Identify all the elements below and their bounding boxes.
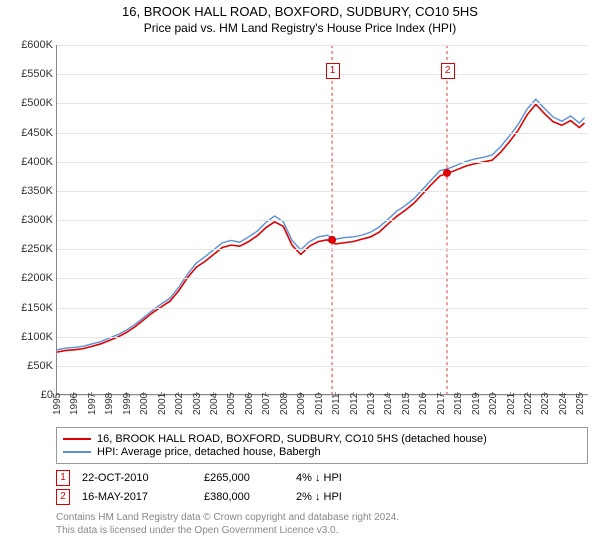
x-axis-label: 2015: [401, 393, 412, 415]
x-axis-label: 2013: [366, 393, 377, 415]
chart-title: 16, BROOK HALL ROAD, BOXFORD, SUDBURY, C…: [0, 4, 600, 19]
legend-label-property: 16, BROOK HALL ROAD, BOXFORD, SUDBURY, C…: [97, 433, 487, 445]
x-axis-label: 2022: [523, 393, 534, 415]
attribution-line-2: This data is licensed under the Open Gov…: [56, 524, 588, 537]
attribution-line-1: Contains HM Land Registry data © Crown c…: [56, 511, 588, 524]
x-axis-label: 2006: [244, 393, 255, 415]
y-axis-label: £500K: [21, 97, 53, 109]
x-axis-label: 2008: [279, 393, 290, 415]
x-axis-label: 2021: [506, 393, 517, 415]
y-axis-label: £400K: [21, 156, 53, 168]
legend-swatch-hpi: [63, 451, 91, 453]
x-axis-label: 1996: [69, 393, 80, 415]
chart-subtitle: Price paid vs. HM Land Registry's House …: [0, 21, 600, 35]
series-line-hpi: [57, 99, 585, 350]
sale-price-2: £380,000: [204, 491, 284, 503]
legend-series-box: 16, BROOK HALL ROAD, BOXFORD, SUDBURY, C…: [56, 427, 588, 464]
x-axis-label: 2012: [349, 393, 360, 415]
chart-area: £0£50K£100K£150K£200K£250K£300K£350K£400…: [56, 45, 588, 423]
y-axis-label: £300K: [21, 214, 53, 226]
sale-marker-1: 1: [56, 470, 70, 486]
marker-dot-1: [328, 236, 336, 244]
x-axis-label: 2025: [575, 393, 586, 415]
y-axis-label: £150K: [21, 302, 53, 314]
x-axis-label: 2024: [558, 393, 569, 415]
x-axis-label: 2014: [383, 393, 394, 415]
legend-swatch-property: [63, 438, 91, 440]
x-axis-label: 2019: [471, 393, 482, 415]
x-axis-label: 2000: [139, 393, 150, 415]
sale-marker-2: 2: [56, 489, 70, 505]
x-axis-labels: 1995199619971998199920002001200220032004…: [56, 395, 588, 423]
chart-title-block: 16, BROOK HALL ROAD, BOXFORD, SUDBURY, C…: [0, 0, 600, 37]
sale-row-2: 2 16-MAY-2017 £380,000 2% ↓ HPI: [56, 489, 588, 505]
x-axis-label: 1999: [122, 393, 133, 415]
x-axis-label: 1997: [87, 393, 98, 415]
sale-price-1: £265,000: [204, 472, 284, 484]
y-axis-label: £600K: [21, 39, 53, 51]
legend-label-hpi: HPI: Average price, detached house, Babe…: [97, 446, 321, 458]
marker-box-2: 2: [441, 63, 455, 79]
x-axis-label: 2018: [453, 393, 464, 415]
x-axis-label: 2001: [157, 393, 168, 415]
x-axis-label: 2002: [174, 393, 185, 415]
legend-row-property: 16, BROOK HALL ROAD, BOXFORD, SUDBURY, C…: [63, 433, 581, 445]
legend-row-hpi: HPI: Average price, detached house, Babe…: [63, 446, 581, 458]
y-axis-label: £550K: [21, 68, 53, 80]
y-axis-label: £50K: [27, 360, 53, 372]
sale-delta-1: 4% ↓ HPI: [296, 472, 386, 484]
x-axis-label: 2011: [331, 393, 342, 415]
x-axis-label: 2007: [261, 393, 272, 415]
x-axis-label: 2003: [192, 393, 203, 415]
marker-box-1: 1: [326, 63, 340, 79]
sale-delta-2: 2% ↓ HPI: [296, 491, 386, 503]
x-axis-label: 2004: [209, 393, 220, 415]
y-axis-label: £200K: [21, 272, 53, 284]
sale-date-2: 16-MAY-2017: [82, 491, 192, 503]
y-axis-label: £250K: [21, 243, 53, 255]
y-axis-label: £350K: [21, 185, 53, 197]
x-axis-label: 2016: [418, 393, 429, 415]
x-axis-label: 2020: [488, 393, 499, 415]
x-axis-label: 2023: [540, 393, 551, 415]
x-axis-label: 2009: [296, 393, 307, 415]
sale-row-1: 1 22-OCT-2010 £265,000 4% ↓ HPI: [56, 470, 588, 486]
plot-region: £0£50K£100K£150K£200K£250K£300K£350K£400…: [56, 45, 588, 395]
sale-rows: 1 22-OCT-2010 £265,000 4% ↓ HPI 2 16-MAY…: [56, 470, 588, 505]
x-axis-label: 2010: [314, 393, 325, 415]
legend-block: 16, BROOK HALL ROAD, BOXFORD, SUDBURY, C…: [56, 427, 588, 505]
y-axis-label: £100K: [21, 331, 53, 343]
x-axis-label: 1998: [104, 393, 115, 415]
x-axis-label: 2005: [226, 393, 237, 415]
sale-date-1: 22-OCT-2010: [82, 472, 192, 484]
attribution: Contains HM Land Registry data © Crown c…: [56, 511, 588, 537]
y-axis-label: £450K: [21, 127, 53, 139]
x-axis-label: 1995: [52, 393, 63, 415]
marker-dot-2: [443, 169, 451, 177]
x-axis-label: 2017: [436, 393, 447, 415]
